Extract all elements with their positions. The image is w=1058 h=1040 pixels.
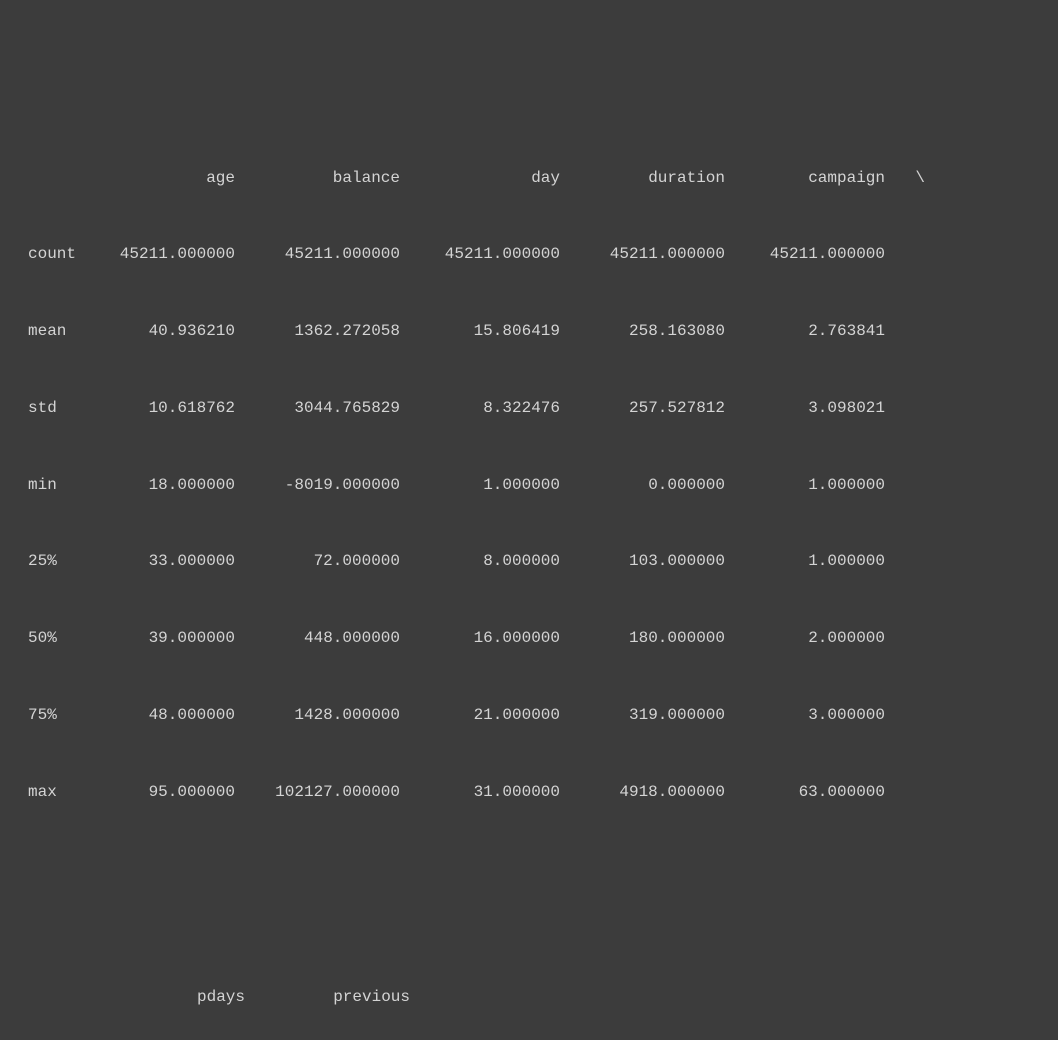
table-row: max 95.000000 102127.000000 31.000000 49… — [20, 780, 1038, 806]
index-header-blank — [20, 985, 90, 1011]
table-row: mean 40.936210 1362.272058 15.806419 258… — [20, 319, 1038, 345]
cell: 8.000000 — [400, 549, 560, 575]
cell: 102127.000000 — [235, 780, 400, 806]
index-label: max — [20, 780, 90, 806]
continuation-marker: \ — [885, 166, 925, 192]
cell: 2.763841 — [725, 319, 885, 345]
table-row: min 18.000000 -8019.000000 1.000000 0.00… — [20, 473, 1038, 499]
cell: 63.000000 — [725, 780, 885, 806]
block-separator — [20, 882, 1038, 908]
header-row-block1: age balance day duration campaign \ — [20, 166, 1038, 192]
cell: 257.527812 — [560, 396, 725, 422]
index-label: count — [20, 242, 90, 268]
cell: 18.000000 — [90, 473, 235, 499]
index-label: mean — [20, 319, 90, 345]
index-label: min — [20, 473, 90, 499]
column-header-balance: balance — [235, 166, 400, 192]
cell: 319.000000 — [560, 703, 725, 729]
table-row: count 45211.000000 45211.000000 45211.00… — [20, 242, 1038, 268]
header-row-block2: pdays previous — [20, 985, 1038, 1011]
cell: 72.000000 — [235, 549, 400, 575]
column-header-previous: previous — [245, 985, 410, 1011]
cell: 2.000000 — [725, 626, 885, 652]
cell: 103.000000 — [560, 549, 725, 575]
index-label: 25% — [20, 549, 90, 575]
column-header-pdays: pdays — [90, 985, 245, 1011]
cell: -8019.000000 — [235, 473, 400, 499]
table-row: 25% 33.000000 72.000000 8.000000 103.000… — [20, 549, 1038, 575]
cell: 448.000000 — [235, 626, 400, 652]
cell: 21.000000 — [400, 703, 560, 729]
cell: 3044.765829 — [235, 396, 400, 422]
cell: 1362.272058 — [235, 319, 400, 345]
cell: 0.000000 — [560, 473, 725, 499]
cell: 45211.000000 — [725, 242, 885, 268]
cell: 3.098021 — [725, 396, 885, 422]
cell: 33.000000 — [90, 549, 235, 575]
cell: 45211.000000 — [400, 242, 560, 268]
cell: 1.000000 — [725, 549, 885, 575]
cell: 45211.000000 — [235, 242, 400, 268]
column-header-duration: duration — [560, 166, 725, 192]
cell: 15.806419 — [400, 319, 560, 345]
cell: 1.000000 — [400, 473, 560, 499]
index-header-blank — [20, 166, 90, 192]
cell: 4918.000000 — [560, 780, 725, 806]
column-header-day: day — [400, 166, 560, 192]
cell: 39.000000 — [90, 626, 235, 652]
table-row: 50% 39.000000 448.000000 16.000000 180.0… — [20, 626, 1038, 652]
cell: 48.000000 — [90, 703, 235, 729]
index-label: 50% — [20, 626, 90, 652]
cell: 1.000000 — [725, 473, 885, 499]
cell: 258.163080 — [560, 319, 725, 345]
cell: 40.936210 — [90, 319, 235, 345]
cell: 16.000000 — [400, 626, 560, 652]
index-label: std — [20, 396, 90, 422]
cell: 1428.000000 — [235, 703, 400, 729]
index-label: 75% — [20, 703, 90, 729]
describe-output: age balance day duration campaign \ coun… — [20, 114, 1038, 1040]
cell: 10.618762 — [90, 396, 235, 422]
table-row: std 10.618762 3044.765829 8.322476 257.5… — [20, 396, 1038, 422]
cell: 45211.000000 — [90, 242, 235, 268]
cell: 45211.000000 — [560, 242, 725, 268]
column-header-campaign: campaign — [725, 166, 885, 192]
table-row: 75% 48.000000 1428.000000 21.000000 319.… — [20, 703, 1038, 729]
cell: 3.000000 — [725, 703, 885, 729]
cell: 31.000000 — [400, 780, 560, 806]
cell: 8.322476 — [400, 396, 560, 422]
column-header-age: age — [90, 166, 235, 192]
cell: 180.000000 — [560, 626, 725, 652]
cell: 95.000000 — [90, 780, 235, 806]
